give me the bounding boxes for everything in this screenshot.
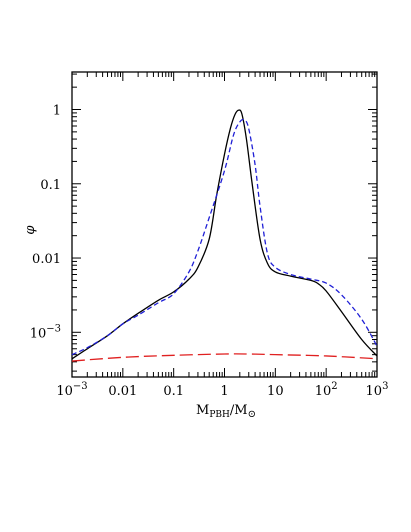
x-tick-label: 1 (220, 384, 228, 399)
x-tick-labels: 10−3 0.01 0.1 1 10 102 103 (56, 381, 388, 399)
x-axis-label-sub-sun: ⊙ (248, 409, 256, 420)
x-axis-label-separator: /M (230, 403, 248, 418)
x-tick-label: 10 (267, 384, 284, 399)
plot-frame (71, 71, 378, 378)
x-tick-label: 102 (315, 381, 338, 399)
y-tick-label: 1 (53, 104, 61, 119)
x-tick-label: 0.01 (108, 384, 137, 399)
y-tick-labels: 10−3 0.01 0.1 1 (30, 104, 61, 342)
x-tick-label: 10−3 (56, 381, 87, 399)
x-axis-label-main: M (196, 403, 209, 418)
series-line-solid (71, 109, 378, 360)
tick-marks (71, 72, 378, 377)
x-axis-label: MPBH/M⊙ (196, 403, 256, 420)
series-group (71, 109, 378, 362)
x-tick-label: 103 (366, 381, 389, 399)
series-line-dashed (71, 118, 378, 356)
y-tick-label: 10−3 (30, 323, 61, 341)
y-tick-label: 0.1 (40, 178, 61, 193)
y-tick-label: 0.01 (32, 252, 61, 267)
x-axis-label-sub-pbh: PBH (209, 410, 230, 420)
y-axis-label: φ (23, 225, 38, 235)
x-tick-label: 0.1 (163, 384, 184, 399)
series-line-long-dashed (71, 353, 378, 362)
